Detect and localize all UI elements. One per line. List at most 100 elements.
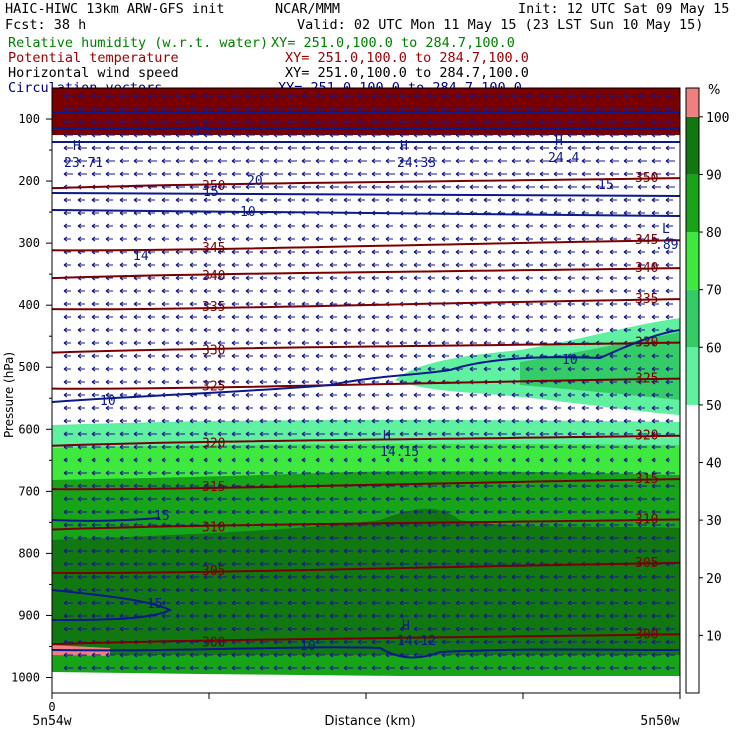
wind-vector [469, 587, 479, 593]
wind-vector [665, 457, 670, 463]
wind-vector [315, 444, 325, 450]
wind-vector [637, 457, 642, 463]
wind-vector [539, 613, 549, 619]
wind-vector [203, 132, 213, 138]
wind-vector [413, 275, 421, 281]
wind-vector [329, 158, 339, 164]
wind-vector [595, 158, 605, 164]
wind-vector [651, 184, 661, 190]
wind-vector [329, 613, 339, 619]
wind-vector [483, 639, 493, 645]
wind-vector [91, 197, 99, 203]
wind-vector [581, 249, 589, 255]
wind-vector [217, 366, 225, 372]
wind-vector [623, 457, 628, 463]
wind-vector [161, 587, 171, 593]
wind-vector [273, 457, 278, 463]
wind-vector [441, 600, 451, 606]
wind-vector [231, 132, 241, 138]
wind-vector [119, 457, 124, 463]
wind-vector [63, 457, 68, 463]
wind-vector [357, 392, 365, 398]
wind-vector [651, 652, 661, 658]
wind-vector [203, 613, 213, 619]
wind-vector [119, 652, 129, 658]
wind-vector [315, 535, 325, 541]
wind-vector [315, 548, 325, 554]
wind-vector [483, 184, 493, 190]
wind-vector [651, 587, 661, 593]
wind-vector [63, 392, 71, 398]
wind-vector [441, 496, 451, 502]
wind-vector [203, 548, 213, 554]
wind-vector [189, 665, 199, 671]
wind-vector [175, 665, 185, 671]
wind-vector [539, 522, 549, 528]
wind-vector [581, 600, 591, 606]
wind-vector [651, 522, 661, 528]
wind-vector [637, 119, 647, 125]
wind-vector [63, 626, 73, 632]
wind-vector [203, 509, 213, 515]
wind-vector [301, 626, 311, 632]
wind-vector [539, 509, 549, 515]
wind-vector [511, 496, 521, 502]
wind-vector [371, 431, 381, 437]
wind-vector [623, 392, 631, 398]
wind-vector [637, 509, 647, 515]
wind-vector [147, 457, 152, 463]
theta-contour-line [51, 633, 681, 646]
wind-vector [343, 93, 353, 99]
wind-vector [665, 652, 675, 658]
wind-vector [567, 184, 577, 190]
wind-vector [91, 405, 99, 411]
wind-vector [413, 197, 421, 203]
wind-vector [91, 171, 101, 177]
wind-vector [133, 366, 141, 372]
wind-vector [427, 613, 437, 619]
extremum-type: H [383, 429, 391, 444]
wind-vector [525, 145, 535, 151]
wind-vector [91, 93, 101, 99]
wind-vector [259, 548, 269, 554]
wind-vector [483, 262, 491, 268]
wind-vector [553, 444, 563, 450]
wind-vector [133, 119, 143, 125]
wind-vector [553, 249, 561, 255]
wind-vector [651, 106, 661, 112]
wind-vector [133, 145, 143, 151]
wind-vector [595, 314, 603, 320]
wind-vector [91, 548, 101, 554]
wind-vector [483, 197, 491, 203]
wind-vector [399, 574, 409, 580]
wind-vector [581, 184, 591, 190]
wind-vector [161, 626, 171, 632]
wind-vector [77, 301, 85, 307]
wind-vector [231, 496, 241, 502]
wind-vector [105, 158, 115, 164]
wind-vector [609, 353, 617, 359]
wind-vector [637, 613, 647, 619]
wind-vector [231, 652, 241, 658]
wind-vector [273, 366, 281, 372]
wind-vector [399, 626, 409, 632]
wind-vector [371, 496, 381, 502]
wind-vector [245, 444, 255, 450]
wind-vector [623, 288, 631, 294]
wind-vector [315, 314, 323, 320]
wind-vector [203, 561, 213, 567]
wind-vector [539, 275, 547, 281]
wind-vector [259, 340, 267, 346]
wind-vector [315, 600, 325, 606]
wind-vector [231, 301, 239, 307]
wind-vector [119, 327, 127, 333]
wind-vector [371, 340, 379, 346]
wind-vector [301, 418, 309, 424]
wind-vector [133, 314, 141, 320]
wind-vector [469, 509, 479, 515]
wind-vector [315, 470, 325, 476]
wind-vector [497, 327, 505, 333]
wind-vector [91, 379, 99, 385]
wind-vector [483, 366, 491, 372]
wind-vector [567, 236, 575, 242]
